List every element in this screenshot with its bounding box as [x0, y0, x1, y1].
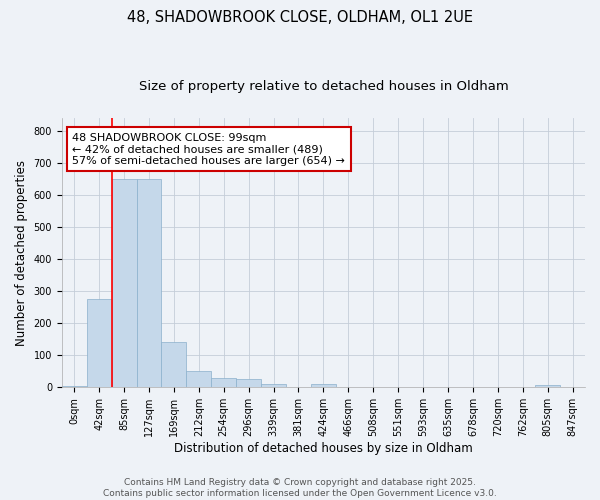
Bar — [137, 179, 161, 388]
Bar — [86, 299, 112, 388]
Bar — [311, 384, 336, 388]
Bar — [62, 386, 86, 388]
Text: 48 SHADOWBROOK CLOSE: 99sqm
← 42% of detached houses are smaller (489)
57% of se: 48 SHADOWBROOK CLOSE: 99sqm ← 42% of det… — [72, 132, 345, 166]
Bar — [187, 372, 211, 388]
Bar — [560, 386, 585, 388]
Y-axis label: Number of detached properties: Number of detached properties — [15, 160, 28, 346]
Title: Size of property relative to detached houses in Oldham: Size of property relative to detached ho… — [139, 80, 508, 93]
Bar — [112, 179, 137, 388]
Bar — [161, 342, 187, 388]
Text: 48, SHADOWBROOK CLOSE, OLDHAM, OL1 2UE: 48, SHADOWBROOK CLOSE, OLDHAM, OL1 2UE — [127, 10, 473, 25]
Bar — [211, 378, 236, 388]
X-axis label: Distribution of detached houses by size in Oldham: Distribution of detached houses by size … — [174, 442, 473, 455]
Bar — [261, 384, 286, 388]
Bar — [236, 380, 261, 388]
Bar — [535, 385, 560, 388]
Text: Contains HM Land Registry data © Crown copyright and database right 2025.
Contai: Contains HM Land Registry data © Crown c… — [103, 478, 497, 498]
